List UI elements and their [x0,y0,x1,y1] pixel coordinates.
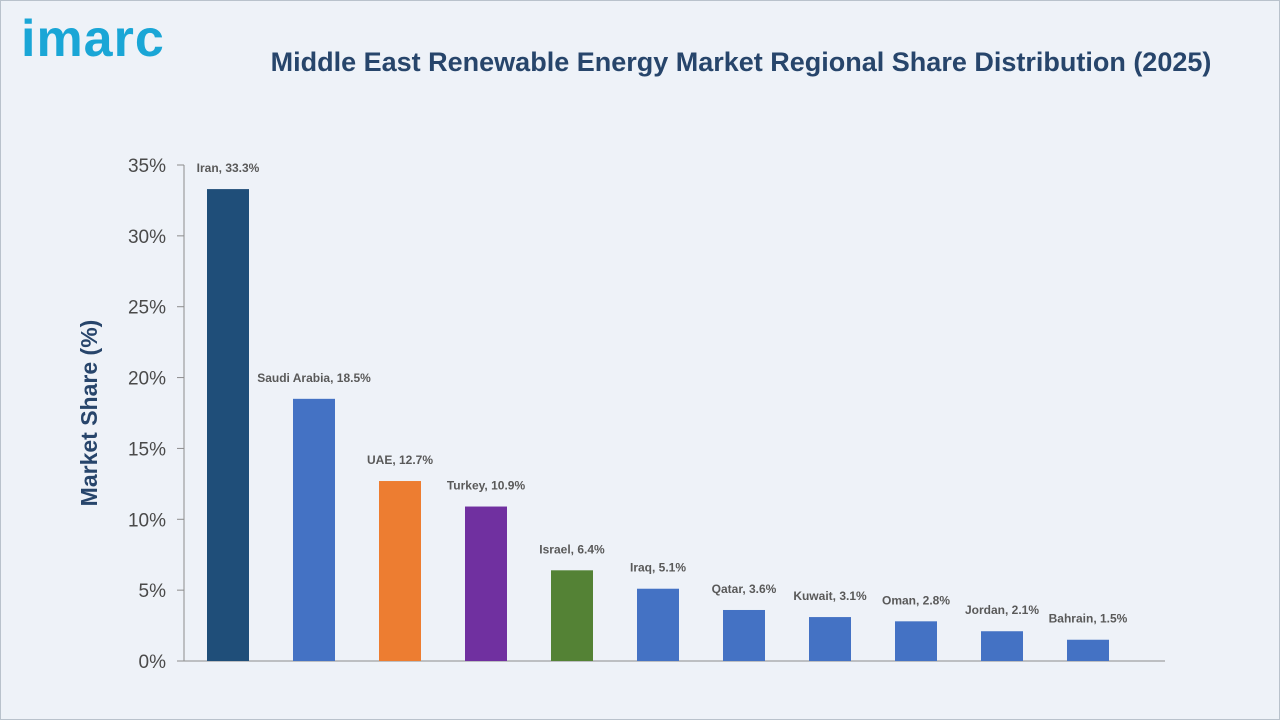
data-labels: Iran, 33.3% Saudi Arabia, 18.5% UAE, 12.7%… [197,161,1128,626]
data-label: Qatar, 3.6% [712,582,777,596]
chart-title: Middle East Renewable Energy Market Regi… [270,47,1212,77]
y-tick-label: 20% [128,369,166,390]
y-tick-label: 10% [128,510,166,531]
y-tick-label: 30% [128,227,166,248]
bar-iraq [637,588,679,661]
y-axis: 0% 5% 10% 15% 20% 25% 30% 35% [128,156,1165,673]
y-axis-label: Market Share (%) [76,320,102,507]
y-tick-label: 5% [139,581,167,602]
bar-turkey [465,506,507,661]
bar-israel [551,570,593,661]
bar-qatar [723,609,765,661]
bar-oman [895,621,937,661]
data-label: Iraq, 5.1% [630,561,686,575]
data-label: Oman, 2.8% [882,593,950,607]
y-tick-label: 35% [128,156,166,177]
bar-jordan [981,631,1023,661]
data-label: Bahrain, 1.5% [1049,612,1128,626]
y-tick-label: 0% [139,652,167,673]
bar-iran [207,189,249,661]
data-label: Israel, 6.4% [539,542,605,556]
data-label: UAE, 12.7% [367,453,433,467]
bar-bahrain [1067,639,1109,661]
bar-saudi-arabia [293,398,335,661]
imarc-logo: imarc [21,10,165,68]
y-tick-label: 15% [128,439,166,460]
bar-uae [379,481,421,661]
data-label: Iran, 33.3% [197,161,260,175]
data-label: Jordan, 2.1% [965,603,1039,617]
bars [207,189,1109,661]
data-label: Kuwait, 3.1% [793,589,867,603]
data-label: Saudi Arabia, 18.5% [257,371,371,385]
data-label: Turkey, 10.9% [447,479,526,493]
y-tick-label: 25% [128,298,166,319]
bar-kuwait [809,617,851,661]
